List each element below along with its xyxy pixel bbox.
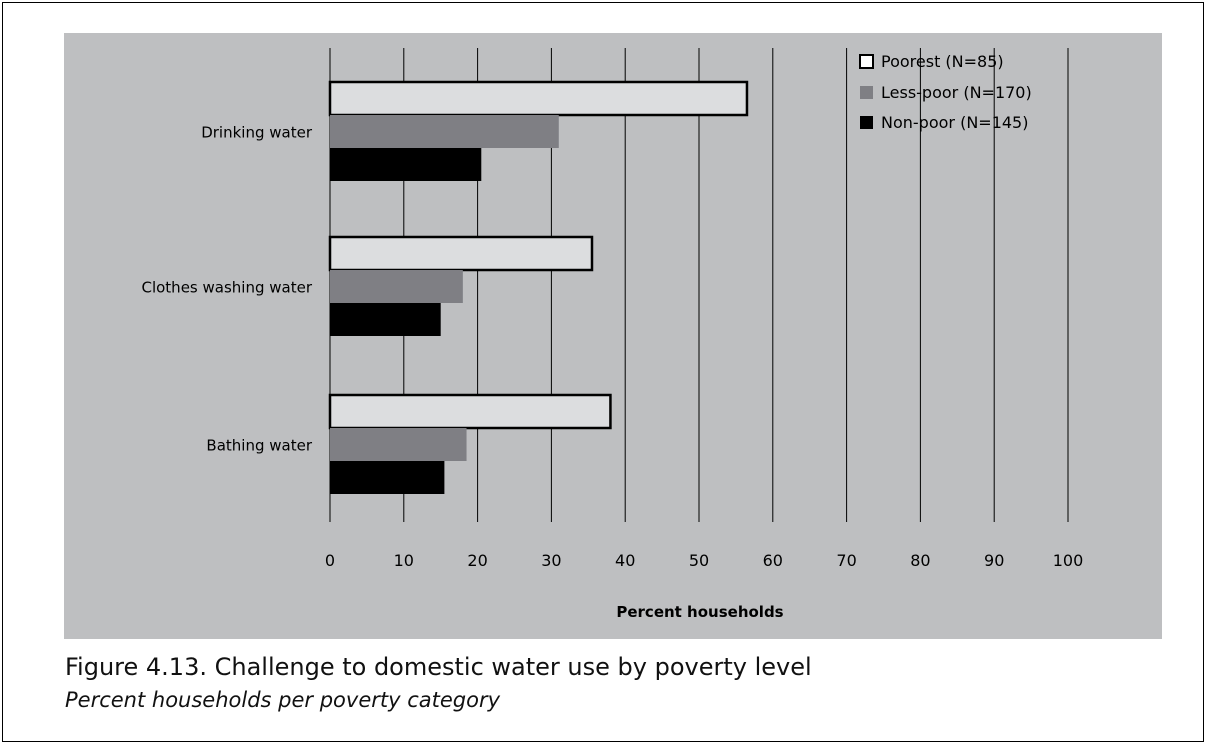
x-tick-label-50: 50 [689,551,709,570]
bar-clothes-washing-water-series-3 [330,303,441,336]
x-tick-label-30: 30 [541,551,561,570]
category-labels: Drinking water Clothes washing water Bathi… [141,124,312,455]
legend-entry-1: Poorest (N=85) [881,52,1004,71]
bar-drinking-water-series-1 [328,80,749,117]
legend-swatch-1 [859,54,874,69]
x-axis-label: Percent households [616,603,783,621]
bar-clothes-washing-water-series-1 [328,235,594,272]
figure-caption-title: Figure 4.13. Challenge to domestic water… [65,653,812,681]
legend-swatch-3 [860,116,873,129]
x-tick-label-20: 20 [467,551,487,570]
x-tick-label-0: 0 [325,551,335,570]
legend-swatch-2 [860,86,873,99]
bar-clothes-washing-water-series-2 [330,270,463,303]
category-label: Clothes washing water [141,279,312,297]
legend-entry-3: Non-poor (N=145) [881,113,1028,132]
x-tick-label-100: 100 [1053,551,1084,570]
x-tick-label-80: 80 [910,551,930,570]
plot-panel [64,33,1162,639]
x-tick-label-60: 60 [763,551,783,570]
category-label: Bathing water [206,437,312,455]
x-tick-labels: 0 10 20 30 40 50 60 70 80 90 100 [325,551,1083,570]
bar-chart: Drinking water Clothes washing water Bathi… [64,33,1162,639]
bar-bathing-water-series-2 [330,428,467,461]
x-tick-label-10: 10 [394,551,414,570]
bars [328,80,749,494]
legend: Poorest (N=85) Less-poor (N=170) Non-poor … [859,52,1032,132]
x-tick-label-90: 90 [984,551,1004,570]
x-tick-label-40: 40 [615,551,635,570]
bar-bathing-water-series-3 [330,461,445,494]
bar-drinking-water-series-3 [330,148,482,181]
bar-drinking-water-series-2 [330,115,559,148]
bar-bathing-water-series-1 [328,393,612,430]
category-label: Drinking water [201,124,313,142]
legend-entry-2: Less-poor (N=170) [881,83,1032,102]
figure-caption-subtitle: Percent households per poverty category [65,688,501,712]
x-tick-label-70: 70 [836,551,856,570]
